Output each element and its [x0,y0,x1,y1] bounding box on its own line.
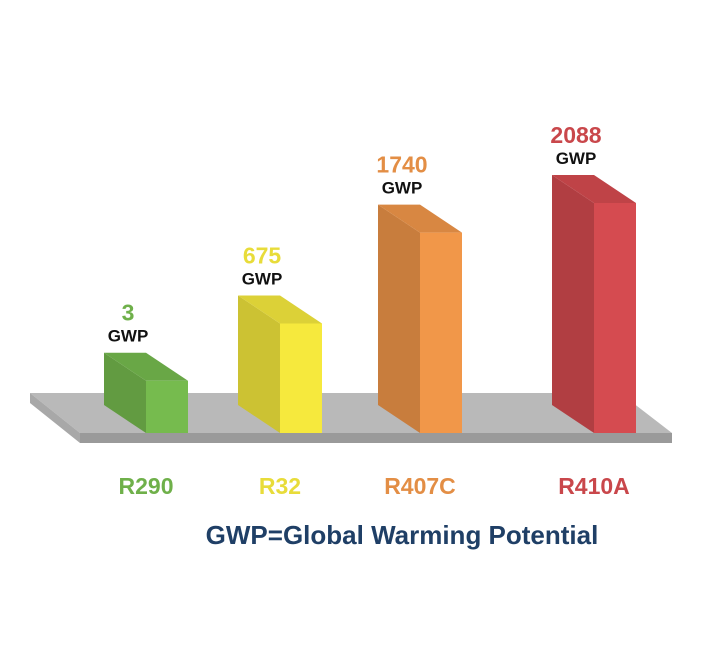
bar-r32 [238,295,322,433]
data-label-unit: GWP [108,327,149,346]
data-label-unit: GWP [242,269,283,288]
data-label-value: 3 [122,300,135,326]
bar-side-face [238,295,280,433]
bar-top-face [552,175,636,203]
category-label: R290 [119,473,174,499]
bar-r290 [104,352,188,433]
bar-side-face [552,175,594,433]
platform-left [30,393,80,443]
data-label-value: 2088 [550,122,601,148]
bar-front-face [280,323,322,433]
category-label: R32 [259,473,301,499]
bar-top-face [238,295,322,324]
labels-layer: 3GWPR290675GWPR321740GWPR407C2088GWPR410… [108,122,630,499]
bars-layer [104,175,636,433]
bar-top-face [104,352,188,381]
bar-top-face [378,204,462,233]
bar-front-face [146,380,188,433]
data-label-value: 1740 [376,152,427,178]
bar-r410a [552,175,636,433]
bar-side-face [378,204,420,433]
footnote: GWP=Global Warming Potential [206,520,599,550]
category-label: R407C [384,473,456,499]
bar-front-face [594,203,636,433]
bar-r407c [378,204,462,433]
bar-front-face [420,232,462,433]
platform [30,393,672,443]
data-label-unit: GWP [556,149,597,168]
category-label: R410A [558,473,630,499]
bar-side-face [104,352,146,433]
data-label-unit: GWP [382,179,423,198]
data-label-value: 675 [243,242,282,268]
platform-front [80,433,672,443]
platform-top [30,393,672,433]
